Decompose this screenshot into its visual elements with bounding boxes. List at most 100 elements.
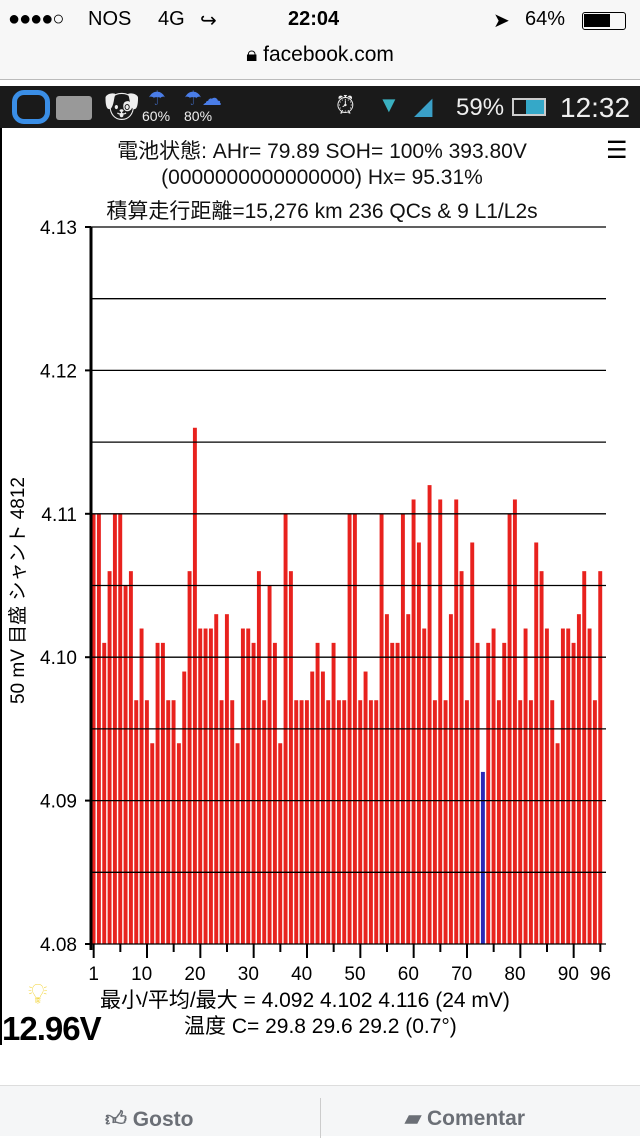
- bar-cell-91: [571, 642, 576, 944]
- bar-cell-34: [267, 585, 272, 944]
- ios-status-bar: ●●●●○ NOS 4G ↪ 22:04 ➤ 64%: [0, 0, 640, 42]
- bar-cell-72: [470, 542, 475, 944]
- bar-cell-86: [544, 628, 549, 944]
- bar-cell-32: [256, 571, 261, 944]
- bar-cell-63: [422, 628, 427, 944]
- bar-cell-14: [160, 642, 165, 944]
- bar-cell-88: [555, 743, 560, 944]
- battery-percent: 64%: [525, 8, 566, 30]
- bar-cell-22: [203, 628, 208, 944]
- bar-cell-87: [550, 700, 555, 944]
- bar-cell-16: [171, 700, 176, 944]
- bar-cell-38: [288, 571, 293, 944]
- bar-cell-31: [251, 642, 256, 944]
- call-forward-icon: ↪: [200, 10, 217, 32]
- bar-cell-10: [139, 628, 144, 944]
- bar-cell-12: [150, 743, 155, 944]
- bar-cell-43: [315, 642, 320, 944]
- bar-cell-76: [491, 628, 496, 944]
- x-tick-label: 50: [344, 964, 365, 985]
- bar-cell-17: [176, 743, 181, 944]
- cell-voltage-chart: 4.08 4.09 4.10 4.11 4.12 4.13 1 10 20 30 40 50 60 70 8…: [7, 218, 611, 985]
- bar-cell-19: [187, 571, 192, 944]
- android-clock: 12:32: [560, 92, 631, 123]
- bar-cell-74: [480, 771, 485, 944]
- bar-cell-33: [262, 700, 267, 944]
- bar-cell-26: [224, 614, 229, 944]
- bar-cell-93: [582, 571, 587, 944]
- bar-cell-8: [128, 571, 133, 944]
- bar-cell-70: [459, 571, 464, 944]
- bar-cell-56: [384, 614, 389, 944]
- bar-cell-53: [368, 700, 373, 944]
- android-battery-icon: [512, 98, 546, 116]
- bar-cell-71: [464, 700, 469, 944]
- y-tick-label: 4.13: [40, 218, 77, 239]
- like-button[interactable]: 👍︎ Gosto: [105, 1106, 193, 1132]
- lock-icon: 🔒︎: [246, 43, 258, 66]
- bar-cell-7: [123, 585, 128, 944]
- menu-icon[interactable]: ☰: [606, 137, 628, 164]
- y-tick-label: 4.10: [40, 648, 77, 669]
- x-tick-label: 70: [451, 964, 472, 985]
- bar-cell-35: [272, 642, 277, 944]
- battery-icon: [582, 12, 626, 30]
- comment-button[interactable]: ▰ Comentar: [405, 1106, 525, 1131]
- y-tick-label: 4.08: [40, 935, 77, 956]
- bar-cell-92: [576, 614, 581, 944]
- bar-cell-41: [304, 700, 309, 944]
- bar-cell-25: [219, 700, 224, 944]
- rain-chance-2: 80%: [184, 108, 213, 124]
- x-tick-label: 20: [184, 964, 205, 985]
- url-bar[interactable]: 🔒︎ facebook.com: [0, 40, 640, 80]
- bar-cell-11: [144, 700, 149, 944]
- hx-line: (0000000000000000) Hx= 95.31%: [161, 166, 483, 189]
- bar-cell-51: [358, 700, 363, 944]
- bar-cell-45: [326, 700, 331, 944]
- bar-cell-54: [374, 700, 379, 944]
- x-tick-label: 30: [238, 964, 259, 985]
- app-s-icon: [12, 90, 50, 124]
- network-type: 4G: [158, 8, 185, 30]
- like-label: Gosto: [132, 1108, 194, 1131]
- y-tick-label: 4.09: [40, 792, 77, 813]
- lightbulb-icon: 💡︎: [28, 978, 48, 1009]
- bar-cell-58: [395, 642, 400, 944]
- bar-cell-90: [566, 628, 571, 944]
- bar-cell-21: [198, 628, 203, 944]
- bar-cell-73: [475, 642, 480, 944]
- camera-icon: [56, 96, 92, 120]
- stats-line: 最小/平均/最大 = 4.092 4.102 4.116 (24 mV): [100, 989, 510, 1012]
- x-tick-label: 80: [504, 964, 525, 985]
- umbrella-icon: ☂: [148, 88, 166, 110]
- bar-cell-4: [107, 571, 112, 944]
- bar-cell-94: [587, 628, 592, 944]
- bar-cell-30: [246, 628, 251, 944]
- aux-battery-voltage: 12.96V: [2, 1010, 102, 1047]
- odometer-line: 積算走行距離=15,276 km 236 QCs & 9 L1/L2s: [106, 200, 538, 223]
- bar-cell-39: [294, 700, 299, 944]
- bar-cell-13: [155, 642, 160, 944]
- bar-cell-57: [390, 642, 395, 944]
- bar-cell-3: [102, 642, 107, 944]
- bar-cell-83: [528, 700, 533, 944]
- android-status-bar: 🐶︎ ☂ 60% ☂☁ 80% ⏰︎ ▼ ◢ 59% 12:32: [0, 86, 640, 128]
- bar-cell-85: [539, 571, 544, 944]
- bar-cell-40: [299, 700, 304, 944]
- x-tick-label: 10: [131, 964, 152, 985]
- bar-cell-96: [598, 571, 603, 944]
- umbrella-cloud-icon: ☂☁: [184, 88, 222, 110]
- signal-icon: ◢: [414, 93, 433, 120]
- bar-cell-75: [486, 642, 491, 944]
- comment-icon: ▰: [405, 1107, 422, 1130]
- bar-cell-62: [416, 542, 421, 944]
- facebook-action-bar: 👍︎ Gosto ▰ Comentar: [0, 1085, 640, 1138]
- bar-cell-77: [496, 700, 501, 944]
- bar-cell-36: [278, 743, 283, 944]
- bar-cell-9: [134, 700, 139, 944]
- y-tick-label: 4.11: [41, 505, 77, 526]
- thumbs-up-icon: 👍︎: [105, 1108, 127, 1131]
- bar-cell-24: [214, 614, 219, 944]
- x-tick-label: 1: [88, 964, 99, 985]
- bar-cell-46: [331, 642, 336, 944]
